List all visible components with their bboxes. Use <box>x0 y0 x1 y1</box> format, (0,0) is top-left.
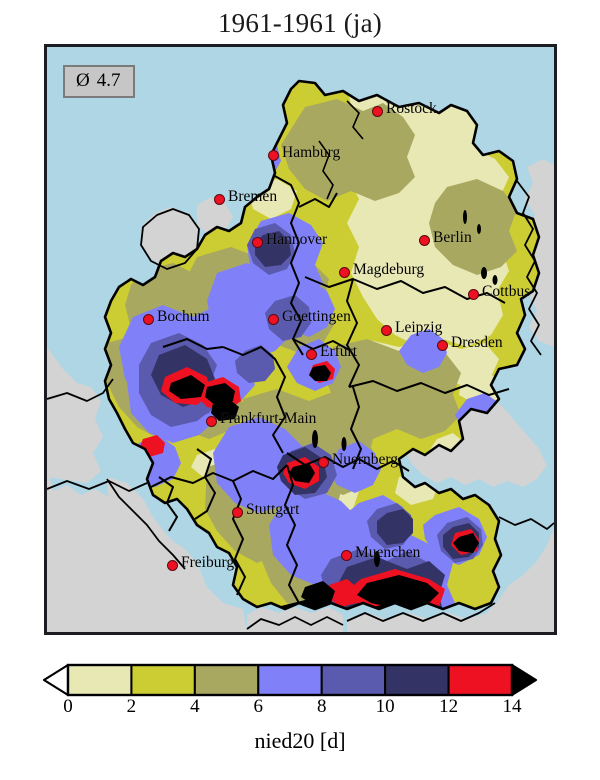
page-title: 1961-1961 (ja) <box>217 8 382 38</box>
city-label: Cottbus <box>482 283 531 300</box>
colorbar-swatches <box>42 663 538 697</box>
colorbar-band-4 <box>320 664 387 696</box>
city-dot-icon <box>437 340 448 351</box>
colorbar-axis-label: nied20 [d] <box>254 728 346 753</box>
colorbar-tick-4: 4 <box>190 696 200 717</box>
city-label: Hamburg <box>282 144 341 161</box>
city-dot-icon <box>252 237 263 248</box>
colorbar-band-1 <box>130 664 196 696</box>
domain-mean-badge: Ø 4.7 <box>63 65 136 98</box>
city-dot-icon <box>341 550 352 561</box>
colorbar-band-2 <box>193 664 260 696</box>
colorbar-tick-8: 8 <box>316 696 327 717</box>
city-label: Frankfurt-Main <box>220 410 317 427</box>
city-dot-icon <box>419 235 430 246</box>
city-dot-icon <box>143 314 154 325</box>
city-dot-icon <box>206 416 217 427</box>
city-label: Erfurt <box>320 343 358 360</box>
colorbar-band-0 <box>67 664 133 696</box>
city-label: Berlin <box>433 229 472 246</box>
germany-choropleth-map <box>47 47 554 632</box>
city-label: Hannover <box>266 231 328 248</box>
city-label: Muenchen <box>355 544 421 561</box>
hydrography <box>318 100 364 200</box>
colorbar-tick-6: 6 <box>253 696 264 717</box>
colorbar-over-arrow <box>510 663 538 697</box>
mean-symbol: Ø <box>76 70 90 91</box>
city-dot-icon <box>306 349 317 360</box>
city-label: Leipzig <box>395 319 443 336</box>
city-dot-icon <box>318 457 329 468</box>
colorbar-tick-14: 14 <box>502 696 522 717</box>
city-label: Freiburg <box>181 554 235 571</box>
city-dot-icon <box>167 560 178 571</box>
city-label: Stuttgart <box>246 501 300 518</box>
foreign-borders <box>47 180 554 630</box>
city-dot-icon <box>232 507 243 518</box>
city-label: Bremen <box>228 188 278 205</box>
city-label: Dresden <box>451 334 503 351</box>
colorbar-band-5 <box>384 664 450 696</box>
city-label: Goettingen <box>282 308 351 325</box>
colorbar-tick-10: 10 <box>375 696 395 717</box>
colorbar-band-6 <box>447 664 514 696</box>
city-dot-icon <box>268 314 279 325</box>
city-dot-icon <box>381 325 392 336</box>
state-borders <box>150 174 510 604</box>
colorbar-tick-2: 2 <box>126 696 137 717</box>
city-dot-icon <box>339 267 350 278</box>
colorbar-tick-0: 0 <box>63 696 73 717</box>
mean-value: 4.7 <box>96 70 121 91</box>
city-dot-icon <box>468 289 479 300</box>
colorbar-tick-labels: 0 2 4 6 8 10 12 14 <box>0 696 600 722</box>
city-label: Nuernberg <box>332 451 398 468</box>
city-dot-icon <box>268 150 279 161</box>
city-dot-icon <box>372 106 383 117</box>
city-label: Bochum <box>157 308 210 325</box>
map-plot-area: Ø 4.7 <box>44 44 557 635</box>
colorbar: 0 2 4 6 8 10 12 14 nied20 [d] <box>0 660 600 780</box>
colorbar-band-3 <box>257 664 323 696</box>
lake-shapes <box>312 210 498 567</box>
city-label: Rostock <box>386 100 437 117</box>
colorbar-frame <box>66 663 514 697</box>
city-dot-icon <box>214 194 225 205</box>
colorbar-under-arrow <box>42 663 70 697</box>
country-outline <box>103 79 541 611</box>
colorbar-tick-12: 12 <box>439 696 459 717</box>
city-label: Magdeburg <box>353 261 425 278</box>
